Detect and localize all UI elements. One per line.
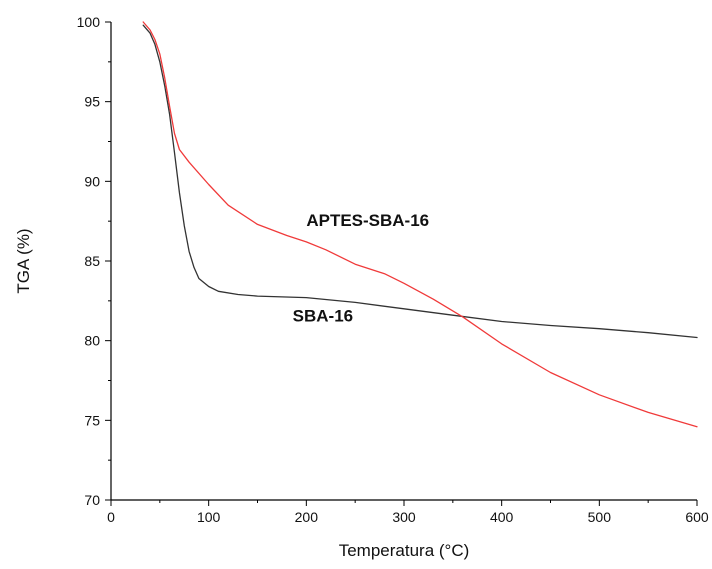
chart-axes (110, 22, 697, 501)
y-tick-label: 95 (84, 94, 100, 110)
y-tick-label: 70 (84, 492, 100, 508)
x-tick-label: 400 (490, 509, 514, 525)
series-line-sba-16 (142, 24, 698, 339)
x-tick-label: 100 (197, 509, 221, 525)
series-label-aptes-sba-16: APTES-SBA-16 (306, 211, 429, 230)
x-tick-label: 0 (107, 509, 115, 525)
x-tick-label: 200 (295, 509, 319, 525)
series-line-aptes-sba-16 (142, 21, 698, 428)
y-tick-label: 85 (84, 253, 100, 269)
y-tick-label: 75 (84, 412, 100, 428)
series-layer (142, 21, 698, 428)
x-tick-label: 300 (392, 509, 416, 525)
axis-ticks: 0 100 200 300 400 500 600 70 75 80 85 90 95 100 (77, 14, 709, 525)
y-tick-label: 100 (77, 14, 101, 30)
series-label-sba-16: SBA-16 (293, 307, 353, 326)
y-axis-title: TGA (%) (14, 228, 33, 293)
x-axis-title: Temperatura (°C) (339, 541, 470, 560)
y-tick-label: 80 (84, 333, 100, 349)
x-tick-label: 600 (685, 509, 709, 525)
x-tick-label: 500 (588, 509, 612, 525)
annotation-layer: APTES-SBA-16 SBA-16 (293, 211, 429, 326)
y-tick-label: 90 (84, 173, 100, 189)
